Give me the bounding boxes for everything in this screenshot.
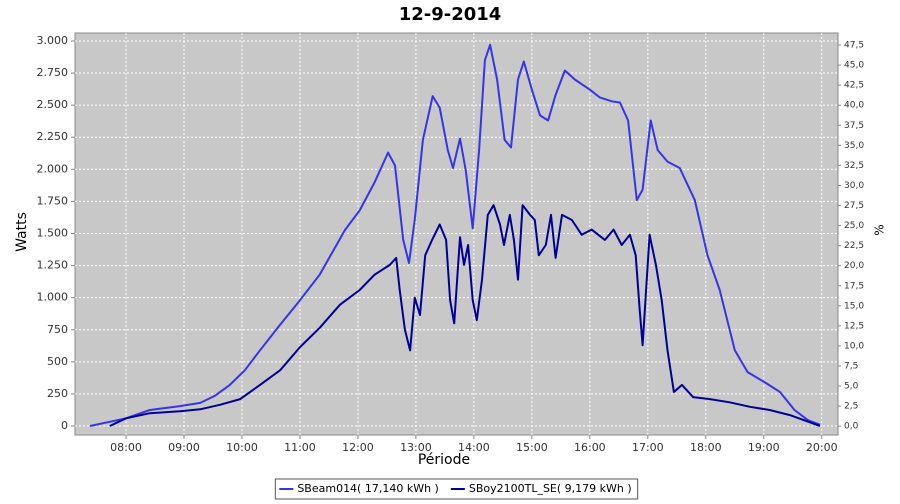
legend-label: SBoy2100TL_SE( 9,179 kWh ) bbox=[469, 482, 632, 495]
x-tick-label: 12:00 bbox=[342, 441, 374, 454]
x-tick-label: 15:00 bbox=[516, 441, 548, 454]
y2-tick-label: 20,0 bbox=[844, 261, 864, 271]
y2-tick-label: 42,5 bbox=[844, 81, 864, 91]
y2-tick-label: 0,0 bbox=[844, 422, 859, 432]
x-tick-label: 16:00 bbox=[574, 441, 606, 454]
x-tick-label: 19:00 bbox=[748, 441, 780, 454]
y2-tick-label: 30,0 bbox=[844, 181, 864, 191]
y2-tick-label: 37,5 bbox=[844, 121, 864, 131]
y-tick-label: 3.000 bbox=[37, 34, 69, 47]
y-tick-label: 500 bbox=[47, 355, 68, 368]
y-tick-label: 1.250 bbox=[37, 259, 69, 272]
y2-tick-label: 5,0 bbox=[844, 382, 859, 392]
chart-title: 12-9-2014 bbox=[399, 4, 502, 25]
y-tick-label: 1.000 bbox=[37, 291, 69, 304]
y2-tick-label: 25,0 bbox=[844, 221, 864, 231]
x-tick-label: 20:00 bbox=[806, 441, 838, 454]
y2-tick-label: 2,5 bbox=[844, 402, 858, 412]
y-tick-label: 0 bbox=[61, 419, 68, 432]
y-tick-label: 2.750 bbox=[37, 66, 69, 79]
y-axis-label: Watts bbox=[14, 212, 30, 252]
x-tick-label: 09:00 bbox=[168, 441, 200, 454]
x-tick-label: 17:00 bbox=[632, 441, 664, 454]
y2-tick-label: 45,0 bbox=[844, 61, 864, 71]
x-tick-label: 13:00 bbox=[400, 441, 432, 454]
y2-axis-label: % bbox=[873, 224, 887, 235]
y-tick-label: 250 bbox=[47, 387, 68, 400]
x-tick-label: 08:00 bbox=[110, 441, 142, 454]
y2-tick-label: 15,0 bbox=[844, 301, 864, 311]
y2-tick-label: 22,5 bbox=[844, 241, 864, 251]
y2-tick-label: 47,5 bbox=[844, 41, 864, 51]
legend-label: SBeam014( 17,140 kWh ) bbox=[297, 482, 439, 495]
x-tick-label: 11:00 bbox=[284, 441, 316, 454]
y-tick-label: 1.750 bbox=[37, 194, 69, 207]
y2-tick-label: 40,0 bbox=[844, 101, 864, 111]
x-tick-label: 14:00 bbox=[458, 441, 490, 454]
series-line bbox=[89, 43, 821, 427]
x-tick-label: 10:00 bbox=[226, 441, 258, 454]
y2-tick-label: 32,5 bbox=[844, 161, 864, 171]
y2-tick-label: 7,5 bbox=[844, 361, 858, 371]
y2-tick-label: 17,5 bbox=[844, 281, 864, 291]
y-tick-label: 2.000 bbox=[37, 162, 69, 175]
y2-tick-label: 10,0 bbox=[844, 341, 864, 351]
y-tick-label: 750 bbox=[47, 323, 68, 336]
y2-tick-label: 35,0 bbox=[844, 141, 864, 151]
x-tick-label: 18:00 bbox=[690, 441, 722, 454]
plot-area bbox=[74, 32, 839, 436]
y-tick-label: 1.500 bbox=[37, 226, 69, 239]
y2-tick-label: 27,5 bbox=[844, 201, 864, 211]
x-axis-label: Période bbox=[418, 452, 470, 468]
series-line bbox=[109, 204, 821, 427]
y-tick-label: 2.500 bbox=[37, 98, 69, 111]
y2-tick-label: 12,5 bbox=[844, 321, 864, 331]
y-tick-label: 2.250 bbox=[37, 130, 69, 143]
